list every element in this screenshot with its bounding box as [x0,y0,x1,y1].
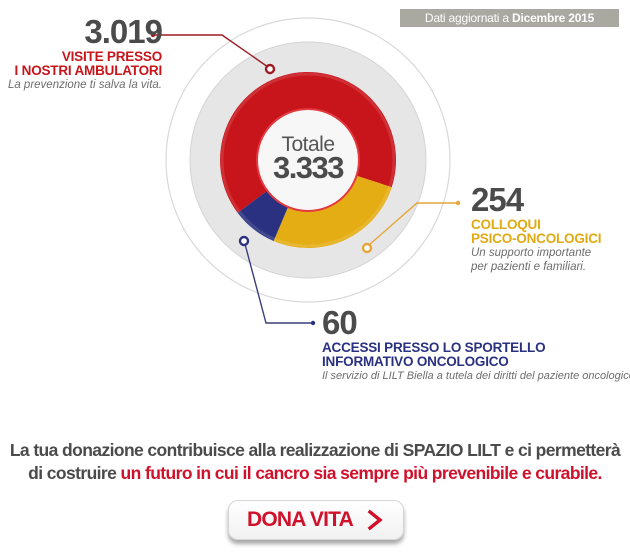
stat-title-line2: I NOSTRI AMBULATORI [14,63,163,78]
connector-colloqui [361,200,461,254]
stat-title-line1: COLLOQUI [471,217,541,232]
connector-accessi [238,235,316,326]
segment-colloqui [273,175,392,249]
donut-chart [150,17,461,326]
donation-message: La tua donazione contribuisce alla reali… [0,439,630,485]
stat-visite: 3.019 VISITE PRESSO I NOSTRI AMBULATORI … [7,13,163,92]
dona-vita-button[interactable]: DONA VITA [228,500,404,540]
stat-value: 60 [322,304,358,341]
stat-title-line2: PSICO-ONCOLOGICI [471,231,602,246]
segment-visite [220,71,397,213]
stat-value: 254 [471,181,524,218]
stat-subtitle: Il servizio di LILT Biella a tutela dei … [322,370,630,382]
outer-ring [165,17,451,303]
total-value: 3.333 [272,150,345,185]
stat-title-line1: VISITE PRESSO [61,49,162,64]
stat-colloqui: 254 COLLOQUI PSICO-ONCOLOGICI Un support… [471,181,602,274]
chevron-right-icon [367,509,383,531]
donation-message-line2: di costruire un futuro in cui il cancro … [0,462,630,485]
data-updated-banner: Dati aggiornati a Dicembre 2015 [400,9,619,27]
stat-subtitle: La prevenzione ti salva la vita. [7,79,162,91]
center-disc [256,108,360,212]
stat-accessi: 60 ACCESSI PRESSO LO SPORTELLO INFORMATI… [322,305,630,383]
donation-message-plain: di costruire [28,463,121,483]
donation-message-highlight: un futuro in cui il cancro sia sempre pi… [120,463,603,483]
donation-message-line1: La tua donazione contribuisce alla reali… [9,440,621,460]
total-label: Totale [281,133,335,156]
banner-date: Dicembre 2015 [512,11,595,25]
stat-title-line1: ACCESSI PRESSO LO SPORTELLO [322,340,546,355]
stat-title-line2: INFORMATIVO ONCOLOGICO [322,354,509,369]
stat-subtitle-line2: per pazienti e familiari. [471,261,587,273]
dona-vita-label: DONA VITA [247,508,354,531]
connector-visite [150,32,276,75]
segment-accessi [237,190,289,241]
stat-subtitle-line1: Un supporto importante [471,247,592,259]
banner-prefix: Dati aggiornati a [424,11,509,25]
stat-value: 3.019 [84,13,163,50]
